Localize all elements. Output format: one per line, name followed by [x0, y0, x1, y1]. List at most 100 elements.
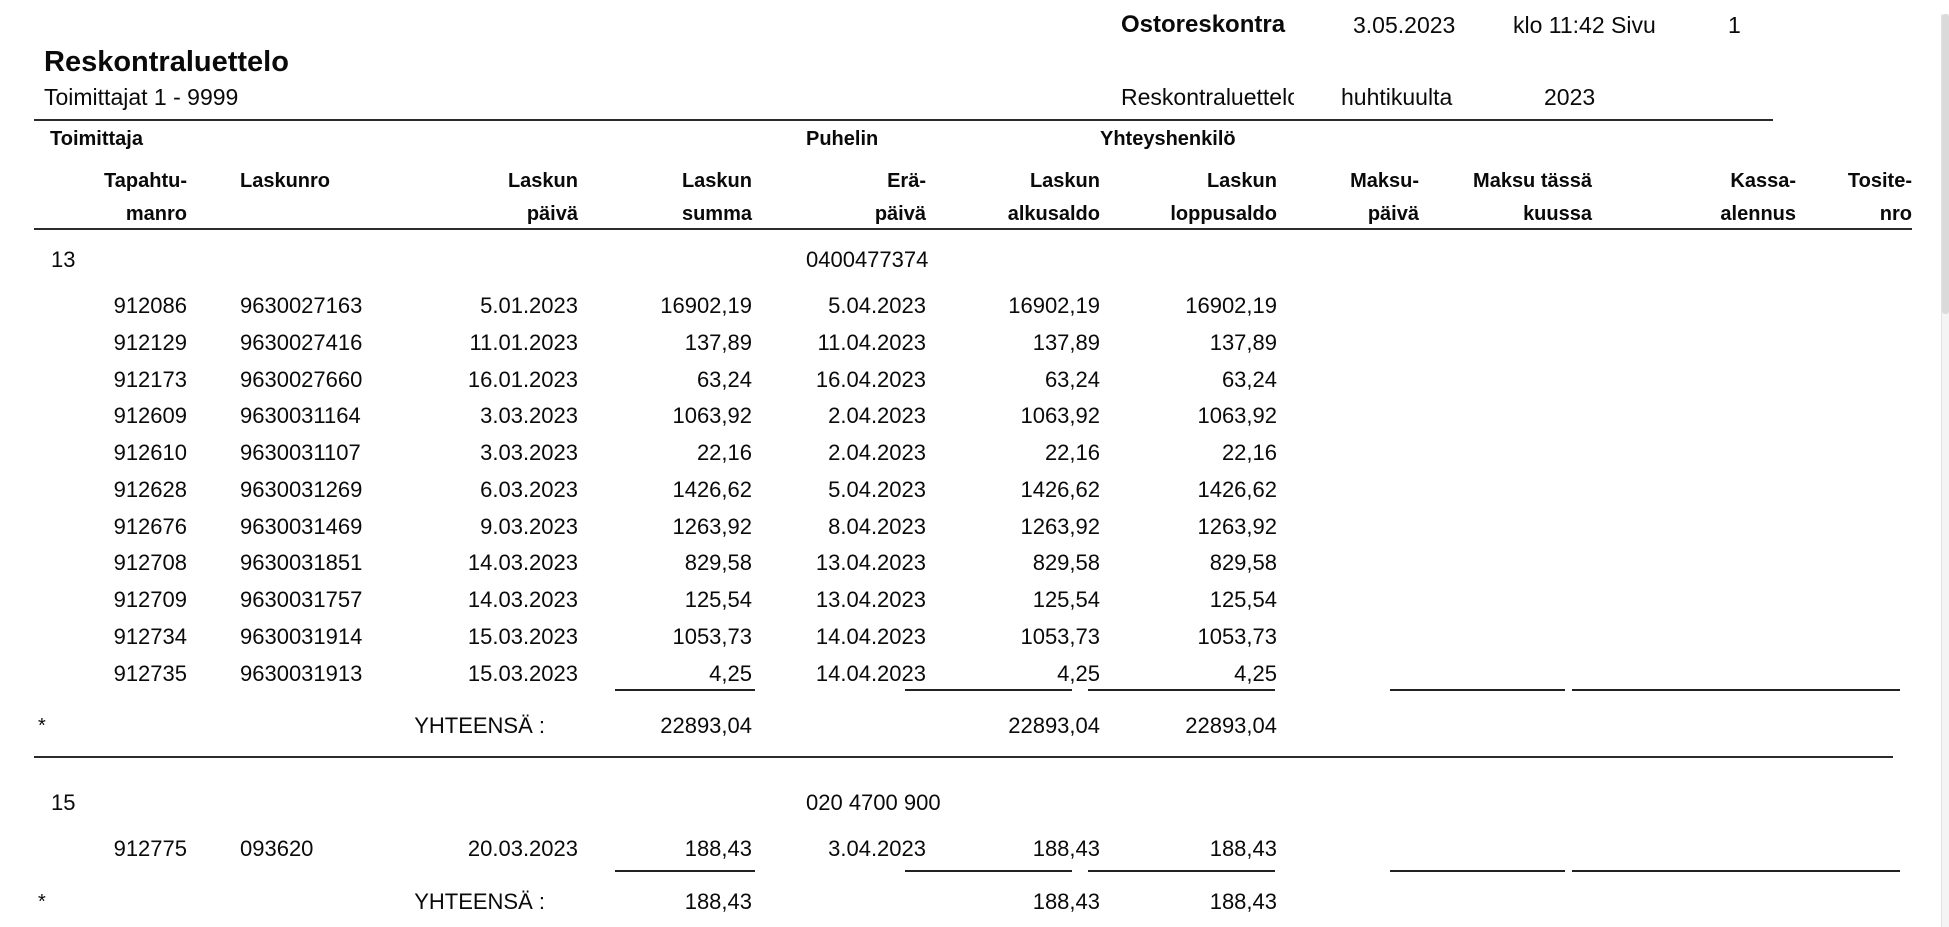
page-subtitle: Toimittajat 1 - 9999 — [44, 84, 239, 110]
totals-underline-1 — [905, 689, 1072, 691]
cell-laskunro: 093620 — [240, 836, 314, 861]
totals-underline-3 — [1390, 870, 1565, 872]
cell-tapahtumanro: 912735 — [113, 661, 187, 686]
cell-laskunro: 9630031851 — [240, 550, 363, 575]
column-group-puhelin: Puhelin — [806, 128, 879, 150]
cell-laskun_paiva: 15.03.2023 — [467, 624, 578, 649]
column-header-line2: nro — [1879, 203, 1912, 225]
totals-underline-4 — [1572, 870, 1900, 872]
cell-summa: 63,24 — [696, 367, 752, 392]
cell-erapaiva: 16.04.2023 — [815, 367, 926, 392]
cell-tapahtumanro: 912708 — [113, 550, 187, 575]
cell-alkusaldo: 4,25 — [1057, 661, 1100, 686]
cell-laskun_paiva: 11.01.2023 — [469, 330, 578, 355]
totals-underline-3 — [1390, 689, 1565, 691]
cell-laskunro: 9630031469 — [240, 514, 363, 539]
cell-laskun_paiva: 6.03.2023 — [480, 477, 578, 502]
cell-laskun_paiva: 3.03.2023 — [480, 403, 578, 428]
column-header-line1: Tapahtu- — [104, 170, 187, 192]
period-month: huhtikuulta — [1341, 84, 1453, 110]
cell-erapaiva: 2.04.2023 — [828, 440, 926, 465]
cell-summa: 1053,73 — [672, 624, 752, 649]
cell-loppusaldo: 1263,92 — [1197, 514, 1277, 539]
cell-summa: 1263,92 — [672, 514, 752, 539]
totals-underline-0 — [615, 689, 755, 691]
cell-erapaiva: 8.04.2023 — [828, 514, 926, 539]
total-loppusaldo: 22893,04 — [1185, 713, 1277, 738]
cell-summa: 137,89 — [684, 330, 752, 355]
cell-erapaiva: 3.04.2023 — [828, 836, 926, 861]
cell-loppusaldo: 1426,62 — [1197, 477, 1277, 502]
time-page-label: klo 11:42 Sivu — [1513, 12, 1656, 38]
cell-laskun_paiva: 3.03.2023 — [480, 440, 578, 465]
totals-label: YHTEENSÄ : — [414, 889, 545, 914]
cell-loppusaldo: 4,25 — [1234, 661, 1277, 686]
column-header-line1: Laskun — [1029, 170, 1100, 192]
column-header-line2: alkusaldo — [1007, 203, 1100, 225]
column-header-line1: Laskun — [507, 170, 578, 192]
vertical-scrollbar-track[interactable] — [1941, 14, 1949, 927]
column-header-line2: päivä — [526, 203, 578, 225]
cell-laskunro: 9630031914 — [240, 624, 363, 649]
cell-tapahtumanro: 912734 — [113, 624, 187, 649]
totals-underline-2 — [1088, 689, 1275, 691]
total-loppusaldo: 188,43 — [1209, 889, 1277, 914]
cell-tapahtumanro: 912173 — [113, 367, 187, 392]
cell-erapaiva: 13.04.2023 — [815, 587, 926, 612]
cell-alkusaldo: 1263,92 — [1020, 514, 1100, 539]
cell-tapahtumanro: 912628 — [113, 477, 187, 502]
supplier-number: 13 — [51, 247, 76, 272]
column-group-toimittaja: Toimittaja — [50, 128, 143, 150]
cell-alkusaldo: 137,89 — [1032, 330, 1100, 355]
header-divider-line — [34, 119, 1773, 121]
column-header-line1: Maksu- — [1350, 170, 1419, 192]
cell-erapaiva: 2.04.2023 — [828, 403, 926, 428]
cell-alkusaldo: 63,24 — [1044, 367, 1100, 392]
total-alkusaldo: 188,43 — [1032, 889, 1100, 914]
period-label: Reskontraluettelo — [1121, 84, 1294, 110]
cell-laskun_paiva: 16.01.2023 — [467, 367, 578, 392]
section-divider — [34, 756, 1893, 758]
cell-summa: 829,58 — [684, 550, 752, 575]
cell-laskunro: 9630027660 — [240, 367, 363, 392]
cell-summa: 16902,19 — [660, 293, 752, 318]
column-header-line2: päivä — [874, 203, 926, 225]
cell-laskun_paiva: 5.01.2023 — [480, 293, 578, 318]
page-title: Reskontraluettelo — [44, 46, 289, 78]
cell-laskunro: 9630027416 — [240, 330, 363, 355]
cell-tapahtumanro: 912129 — [113, 330, 187, 355]
column-header-line2: päivä — [1367, 203, 1419, 225]
cell-loppusaldo: 16902,19 — [1185, 293, 1277, 318]
cell-summa: 1063,92 — [672, 403, 752, 428]
cell-tapahtumanro: 912709 — [113, 587, 187, 612]
vertical-scrollbar-thumb[interactable] — [1942, 14, 1949, 314]
page-number: 1 — [1728, 12, 1741, 38]
cell-alkusaldo: 1426,62 — [1020, 477, 1100, 502]
supplier-phone: 0400477374 — [806, 247, 929, 272]
cell-tapahtumanro: 912610 — [113, 440, 187, 465]
totals-label: YHTEENSÄ : — [414, 713, 545, 738]
cell-laskunro: 9630031107 — [240, 440, 361, 465]
column-header-line1: Kassa- — [1730, 170, 1796, 192]
column-header-line1: Maksu tässä — [1473, 170, 1592, 192]
period-year: 2023 — [1544, 84, 1596, 110]
cell-loppusaldo: 22,16 — [1221, 440, 1277, 465]
totals-marker: * — [38, 715, 46, 737]
column-header-line1: Laskun — [681, 170, 752, 192]
cell-loppusaldo: 1063,92 — [1197, 403, 1277, 428]
cell-alkusaldo: 1053,73 — [1020, 624, 1100, 649]
cell-erapaiva: 5.04.2023 — [828, 293, 926, 318]
cell-laskunro: 9630031164 — [240, 403, 361, 428]
totals-underline-1 — [905, 870, 1072, 872]
total-summa: 22893,04 — [660, 713, 752, 738]
totals-underline-4 — [1572, 689, 1900, 691]
column-header-line2: loppusaldo — [1170, 203, 1277, 225]
cell-laskunro: 9630027163 — [240, 293, 363, 318]
cell-laskun_paiva: 20.03.2023 — [467, 836, 578, 861]
cell-alkusaldo: 22,16 — [1044, 440, 1100, 465]
cell-alkusaldo: 16902,19 — [1008, 293, 1100, 318]
totals-underline-2 — [1088, 870, 1275, 872]
totals-marker: * — [38, 891, 46, 913]
total-summa: 188,43 — [684, 889, 752, 914]
cell-summa: 4,25 — [709, 661, 752, 686]
